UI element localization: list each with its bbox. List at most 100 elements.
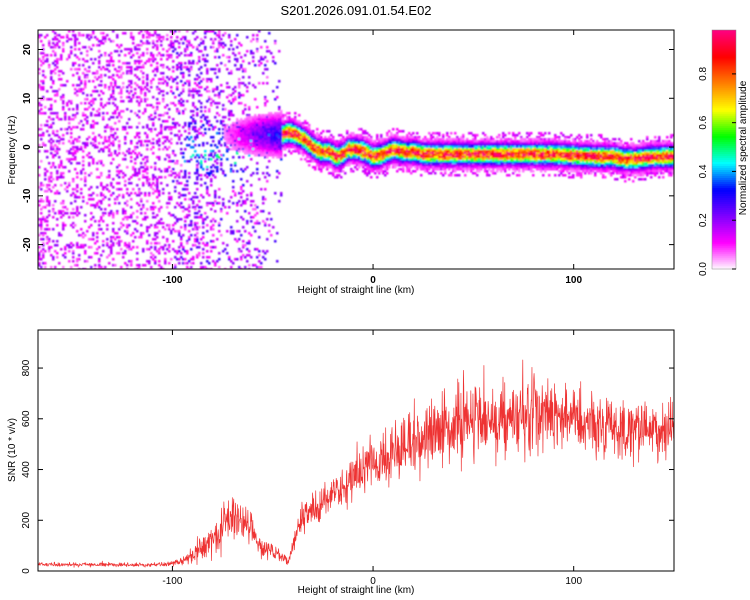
spectrogram-cell: [542, 150, 545, 153]
spectrogram-cell: [86, 154, 89, 157]
spectrogram-cell: [488, 164, 491, 167]
spectrogram-cell: [74, 152, 77, 155]
spectrogram-cell: [172, 78, 175, 81]
spectrogram-cell: [304, 122, 307, 125]
spectrogram-cell: [412, 154, 415, 157]
spectrogram-cell: [126, 70, 129, 73]
spectrogram-cell: [232, 148, 235, 151]
spectrogram-cell: [280, 130, 283, 133]
spectrogram-cell: [482, 150, 485, 153]
spectrogram-cell: [670, 148, 673, 151]
spectrogram-cell: [246, 142, 249, 145]
spectrogram-cell: [466, 158, 469, 161]
spectrogram-cell: [178, 102, 181, 105]
spectrogram-cell: [336, 142, 339, 145]
spectrogram-cell: [230, 70, 233, 73]
spectrogram-cell: [114, 112, 117, 115]
spectrogram-cell: [80, 34, 83, 37]
spectrogram-cell: [84, 118, 87, 121]
spectrogram-cell: [588, 148, 591, 151]
spectrogram-cell: [482, 132, 485, 135]
spectrogram-cell: [470, 162, 473, 165]
spectrogram-cell: [76, 146, 79, 149]
spectrogram-cell: [458, 144, 461, 147]
spectrogram-cell: [622, 162, 625, 165]
spectrogram-cell: [532, 144, 535, 147]
spectrogram-cell: [164, 136, 167, 139]
spectrogram-cell: [524, 160, 527, 163]
spectrogram-cell: [338, 164, 341, 167]
spectrogram-cell: [508, 144, 511, 147]
spectrogram-cell: [100, 162, 103, 165]
spectrogram-cell: [42, 74, 45, 77]
spectrogram-cell: [240, 118, 243, 121]
spectrogram-cell: [186, 48, 189, 51]
spectrogram-cell: [360, 160, 363, 163]
spectrogram-cell: [92, 90, 95, 93]
spectrogram-cell: [110, 56, 113, 59]
spectrogram-cell: [418, 146, 421, 149]
spectrogram-cell: [260, 142, 263, 145]
spectrogram-cell: [406, 164, 409, 167]
spectrogram-cell: [62, 72, 65, 75]
spectrogram-cell: [512, 164, 515, 167]
spectrogram-cell: [208, 78, 211, 81]
spectrogram-cell: [556, 144, 559, 147]
spectrogram-cell: [468, 144, 471, 147]
spectrogram-cell: [446, 148, 449, 151]
spectrogram-cell: [326, 162, 329, 165]
spectrogram-cell: [408, 146, 411, 149]
spectrogram-cell: [188, 126, 191, 129]
spectrogram-cell: [466, 164, 469, 167]
spectrogram-cell: [474, 152, 477, 155]
spectrogram-cell: [146, 148, 149, 151]
spectrogram-cell: [296, 120, 299, 123]
spectrogram-cell: [444, 144, 447, 147]
spectrogram-cell: [540, 140, 543, 143]
spectrogram-cell: [404, 136, 407, 139]
spectrogram-cell: [262, 142, 265, 145]
spectrogram-cell: [408, 150, 411, 153]
spectrogram-cell: [200, 154, 203, 157]
spectrogram-cell: [102, 164, 105, 167]
spectrogram-cell: [290, 124, 293, 127]
spectrogram-cell: [382, 138, 385, 141]
spectrogram-cell: [192, 94, 195, 97]
spectrogram-cell: [278, 144, 281, 147]
spectrogram-cell: [136, 48, 139, 51]
spectrogram-cell: [256, 138, 259, 141]
spectrogram-cell: [206, 70, 209, 73]
spectrogram-cell: [212, 42, 215, 45]
spectrogram-cell: [522, 148, 525, 151]
spectrogram-cell: [72, 154, 75, 157]
spectrogram-cell: [136, 52, 139, 55]
spectrogram-cell: [548, 132, 551, 135]
spectrogram-cell: [182, 36, 185, 39]
spectrogram-cell: [580, 158, 583, 161]
spectrogram-cell: [152, 96, 155, 99]
spectrogram-cell: [660, 162, 663, 165]
spectrogram-cell: [182, 126, 185, 129]
spectrogram-cell: [344, 144, 347, 147]
spectrogram-cell: [156, 44, 159, 47]
spectrogram-cell: [276, 126, 279, 129]
spectrogram-cell: [302, 124, 305, 127]
spectrogram-cell: [644, 148, 647, 151]
spectrogram-cell: [200, 106, 203, 109]
spectrogram-cell: [192, 114, 195, 117]
spectrogram-cell: [50, 108, 53, 111]
spectrogram-cell: [160, 44, 163, 47]
spectrogram-cell: [290, 146, 293, 149]
spectrogram-cell: [398, 158, 401, 161]
spectrogram-cell: [582, 152, 585, 155]
spectrogram-cell: [96, 90, 99, 93]
spectrogram-cell: [212, 46, 215, 49]
spectrogram-cell: [544, 132, 547, 135]
spectrogram-cell: [58, 142, 61, 145]
spectrogram-cell: [554, 160, 557, 163]
spectrogram-cell: [632, 146, 635, 149]
spectrogram-cell: [560, 152, 563, 155]
spectrogram-cell: [604, 138, 607, 141]
spectrogram-cell: [264, 150, 267, 153]
spectrogram-cell: [546, 150, 549, 153]
